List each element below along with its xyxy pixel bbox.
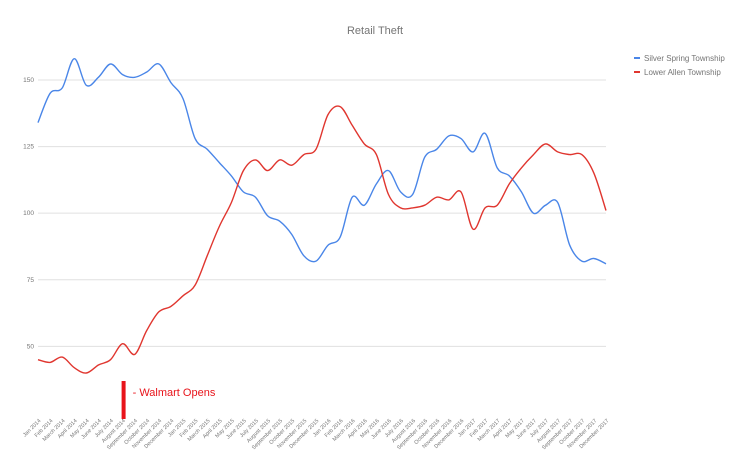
legend-label: Silver Spring Township — [644, 54, 725, 63]
legend: Silver Spring Township Lower Allen Townsh… — [634, 54, 725, 77]
walmart-opens-label: - Walmart Opens — [133, 387, 216, 399]
walmart-annotation: - Walmart Opens — [121, 381, 216, 419]
y-tick-label: 75 — [27, 277, 35, 284]
series-lines — [37, 57, 607, 374]
y-tick-label: 100 — [23, 210, 34, 217]
gridlines — [38, 79, 606, 347]
y-tick-label: 125 — [23, 144, 34, 151]
series-line-lower-allen — [37, 105, 607, 374]
legend-label: Lower Allen Township — [644, 68, 721, 77]
y-tick-label: 150 — [23, 77, 34, 84]
walmart-opens-marker — [121, 381, 126, 419]
y-tick-label: 50 — [27, 343, 35, 350]
chart-title: Retail Theft — [347, 25, 403, 37]
y-axis-ticks: 50 75 100 125 150 — [23, 77, 34, 350]
series-line-silver-spring — [37, 57, 607, 265]
